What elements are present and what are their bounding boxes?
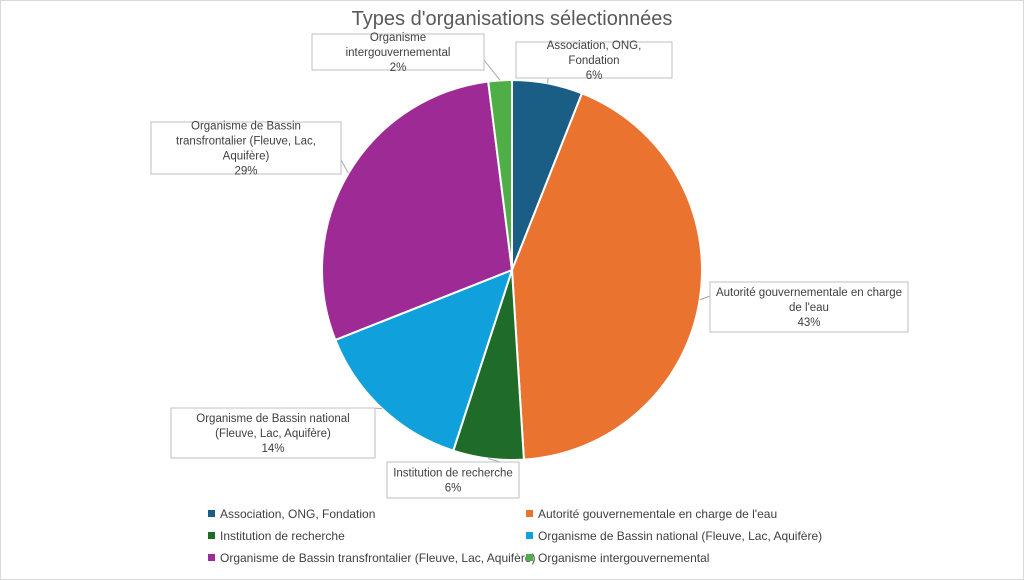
legend-swatch (526, 554, 533, 561)
leader-line-autorite-gouvernementale-en-charge-de-l-eau (699, 295, 711, 301)
data-label-organisme-intergouvernemental: Organisme intergouvernemental 2% (311, 32, 485, 74)
legend-label: Autorité gouvernementale en charge de l'… (538, 507, 778, 521)
legend-item-institution-de-recherche: Institution de recherche (208, 527, 345, 545)
legend-item-organisme-intergouvernemental: Organisme intergouvernemental (526, 549, 709, 567)
leader-line-institution-de-recherche (488, 458, 501, 463)
data-label-category: Aquifère) (223, 151, 270, 163)
data-label-category: Autorité gouvernementale en charge (716, 287, 902, 299)
data-label-category: Organisme de Bassin (191, 121, 301, 133)
data-label-category: de l'eau (789, 302, 829, 314)
pie-slice-organisme-de-bassin-transfrontalier-fleuve-lac-aquifere (321, 80, 514, 342)
data-label-value: 43% (797, 317, 820, 329)
data-label-box (150, 121, 342, 175)
data-label-institution-de-recherche: Institution de recherche 6% (386, 461, 520, 499)
legend-item-organisme-de-bassin-transfrontalier-fleuve-lac-aquifere: Organisme de Bassin transfrontalier (Fle… (208, 549, 535, 567)
data-label-value: 2% (390, 62, 407, 74)
legend-label: Organisme de Bassin national (Fleuve, La… (538, 529, 823, 543)
chart-title: Types d'organisations sélectionnées (351, 8, 673, 30)
data-label-autorite-gouvernementale-en-charge-de-l-eau: Autorité gouvernementale en charge de l'e… (709, 281, 909, 333)
legend-label: Organisme de Bassin transfrontalier (Fle… (220, 551, 536, 565)
leader-line-organisme-intergouvernemental (483, 59, 501, 81)
data-label-category: (Fleuve, Lac, Aquifère) (215, 428, 331, 440)
legend-swatch (526, 532, 533, 539)
data-label-category: transfrontalier (Fleuve, Lac, (176, 136, 316, 148)
data-label-association-ong-fondation: Association, ONG, Fondation 6% (515, 40, 673, 82)
legend-item-organisme-de-bassin-national-fleuve-lac-aquifere: Organisme de Bassin national (Fleuve, La… (526, 527, 822, 545)
legend-swatch (208, 510, 215, 517)
leader-line-organisme-de-bassin-transfrontalier-fleuve-lac-aquifere (340, 159, 349, 174)
legend-swatch (526, 510, 533, 517)
pie-slice-autorite-gouvernementale-en-charge-de-l-eau (510, 92, 704, 461)
legend-label: Association, ONG, Fondation (220, 507, 376, 521)
data-label-organisme-de-bassin-transfrontalier-fleuve-lac-aquifere: Organisme de Bassin transfrontalier (Fleu… (150, 121, 342, 178)
legend-item-association-ong-fondation: Association, ONG, Fondation (208, 505, 375, 523)
data-label-value: 14% (261, 443, 284, 455)
data-label-box (515, 41, 673, 79)
data-label-organisme-de-bassin-national-fleuve-lac-aquifere: Organisme de Bassin national (Fleuve, Lac… (170, 407, 376, 459)
data-label-category: intergouvernemental (346, 47, 451, 59)
legend-label: Institution de recherche (220, 529, 345, 543)
pie-slice-organisme-de-bassin-national-fleuve-lac-aquifere (334, 268, 514, 452)
legend-swatch (208, 532, 215, 539)
data-label-category: Institution de recherche (393, 468, 513, 480)
legend-label: Organisme intergouvernemental (538, 551, 710, 565)
legend-swatch (208, 554, 215, 561)
data-labels: Association, ONG, Fondation 6% Autorité gou… (150, 32, 909, 499)
data-label-value: 29% (234, 166, 257, 178)
data-label-category: Organisme de Bassin national (196, 413, 349, 425)
data-label-category: Fondation (568, 55, 619, 67)
data-label-value: 6% (586, 70, 603, 82)
data-label-box (709, 281, 909, 333)
data-label-box (386, 461, 520, 499)
data-label-category: Organisme (370, 32, 426, 44)
pie-slice-organisme-intergouvernemental (487, 78, 513, 271)
data-label-box (311, 33, 485, 71)
data-label-box (170, 407, 376, 459)
data-label-value: 6% (445, 483, 462, 495)
legend-item-autorite-gouvernementale-en-charge-de-l-eau: Autorité gouvernementale en charge de l'… (526, 505, 777, 523)
data-label-category: Association, ONG, (547, 40, 642, 52)
pie-slices (321, 78, 704, 461)
